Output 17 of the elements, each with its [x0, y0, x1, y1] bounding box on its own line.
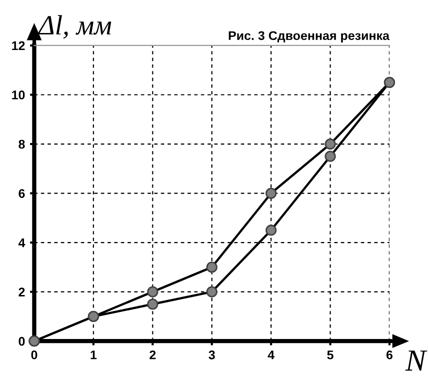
y-tick-label: 10 — [12, 90, 25, 100]
x-tick-label: 4 — [268, 350, 274, 360]
y-tick-label: 0 — [18, 336, 25, 346]
x-tick-label: 3 — [208, 350, 215, 360]
y-tick-label: 8 — [18, 140, 25, 149]
x-axis-title: N — [405, 350, 428, 371]
x-tick-label: 1 — [90, 350, 97, 360]
y-axis-title: Δl, мм — [38, 15, 112, 39]
x-tick-label: 0 — [31, 350, 38, 360]
y-tick-label: 2 — [18, 288, 25, 296]
x-tick-label: 6 — [386, 350, 393, 360]
y-tick-label: 4 — [18, 238, 26, 248]
y-tick-label: 12 — [12, 41, 25, 50]
x-tick-label: 5 — [327, 350, 334, 360]
x-tick-label: 2 — [150, 350, 156, 360]
y-tick-label: 6 — [18, 189, 25, 198]
chart-title: Рис. 3 Сдвоенная резинка — [228, 31, 390, 43]
